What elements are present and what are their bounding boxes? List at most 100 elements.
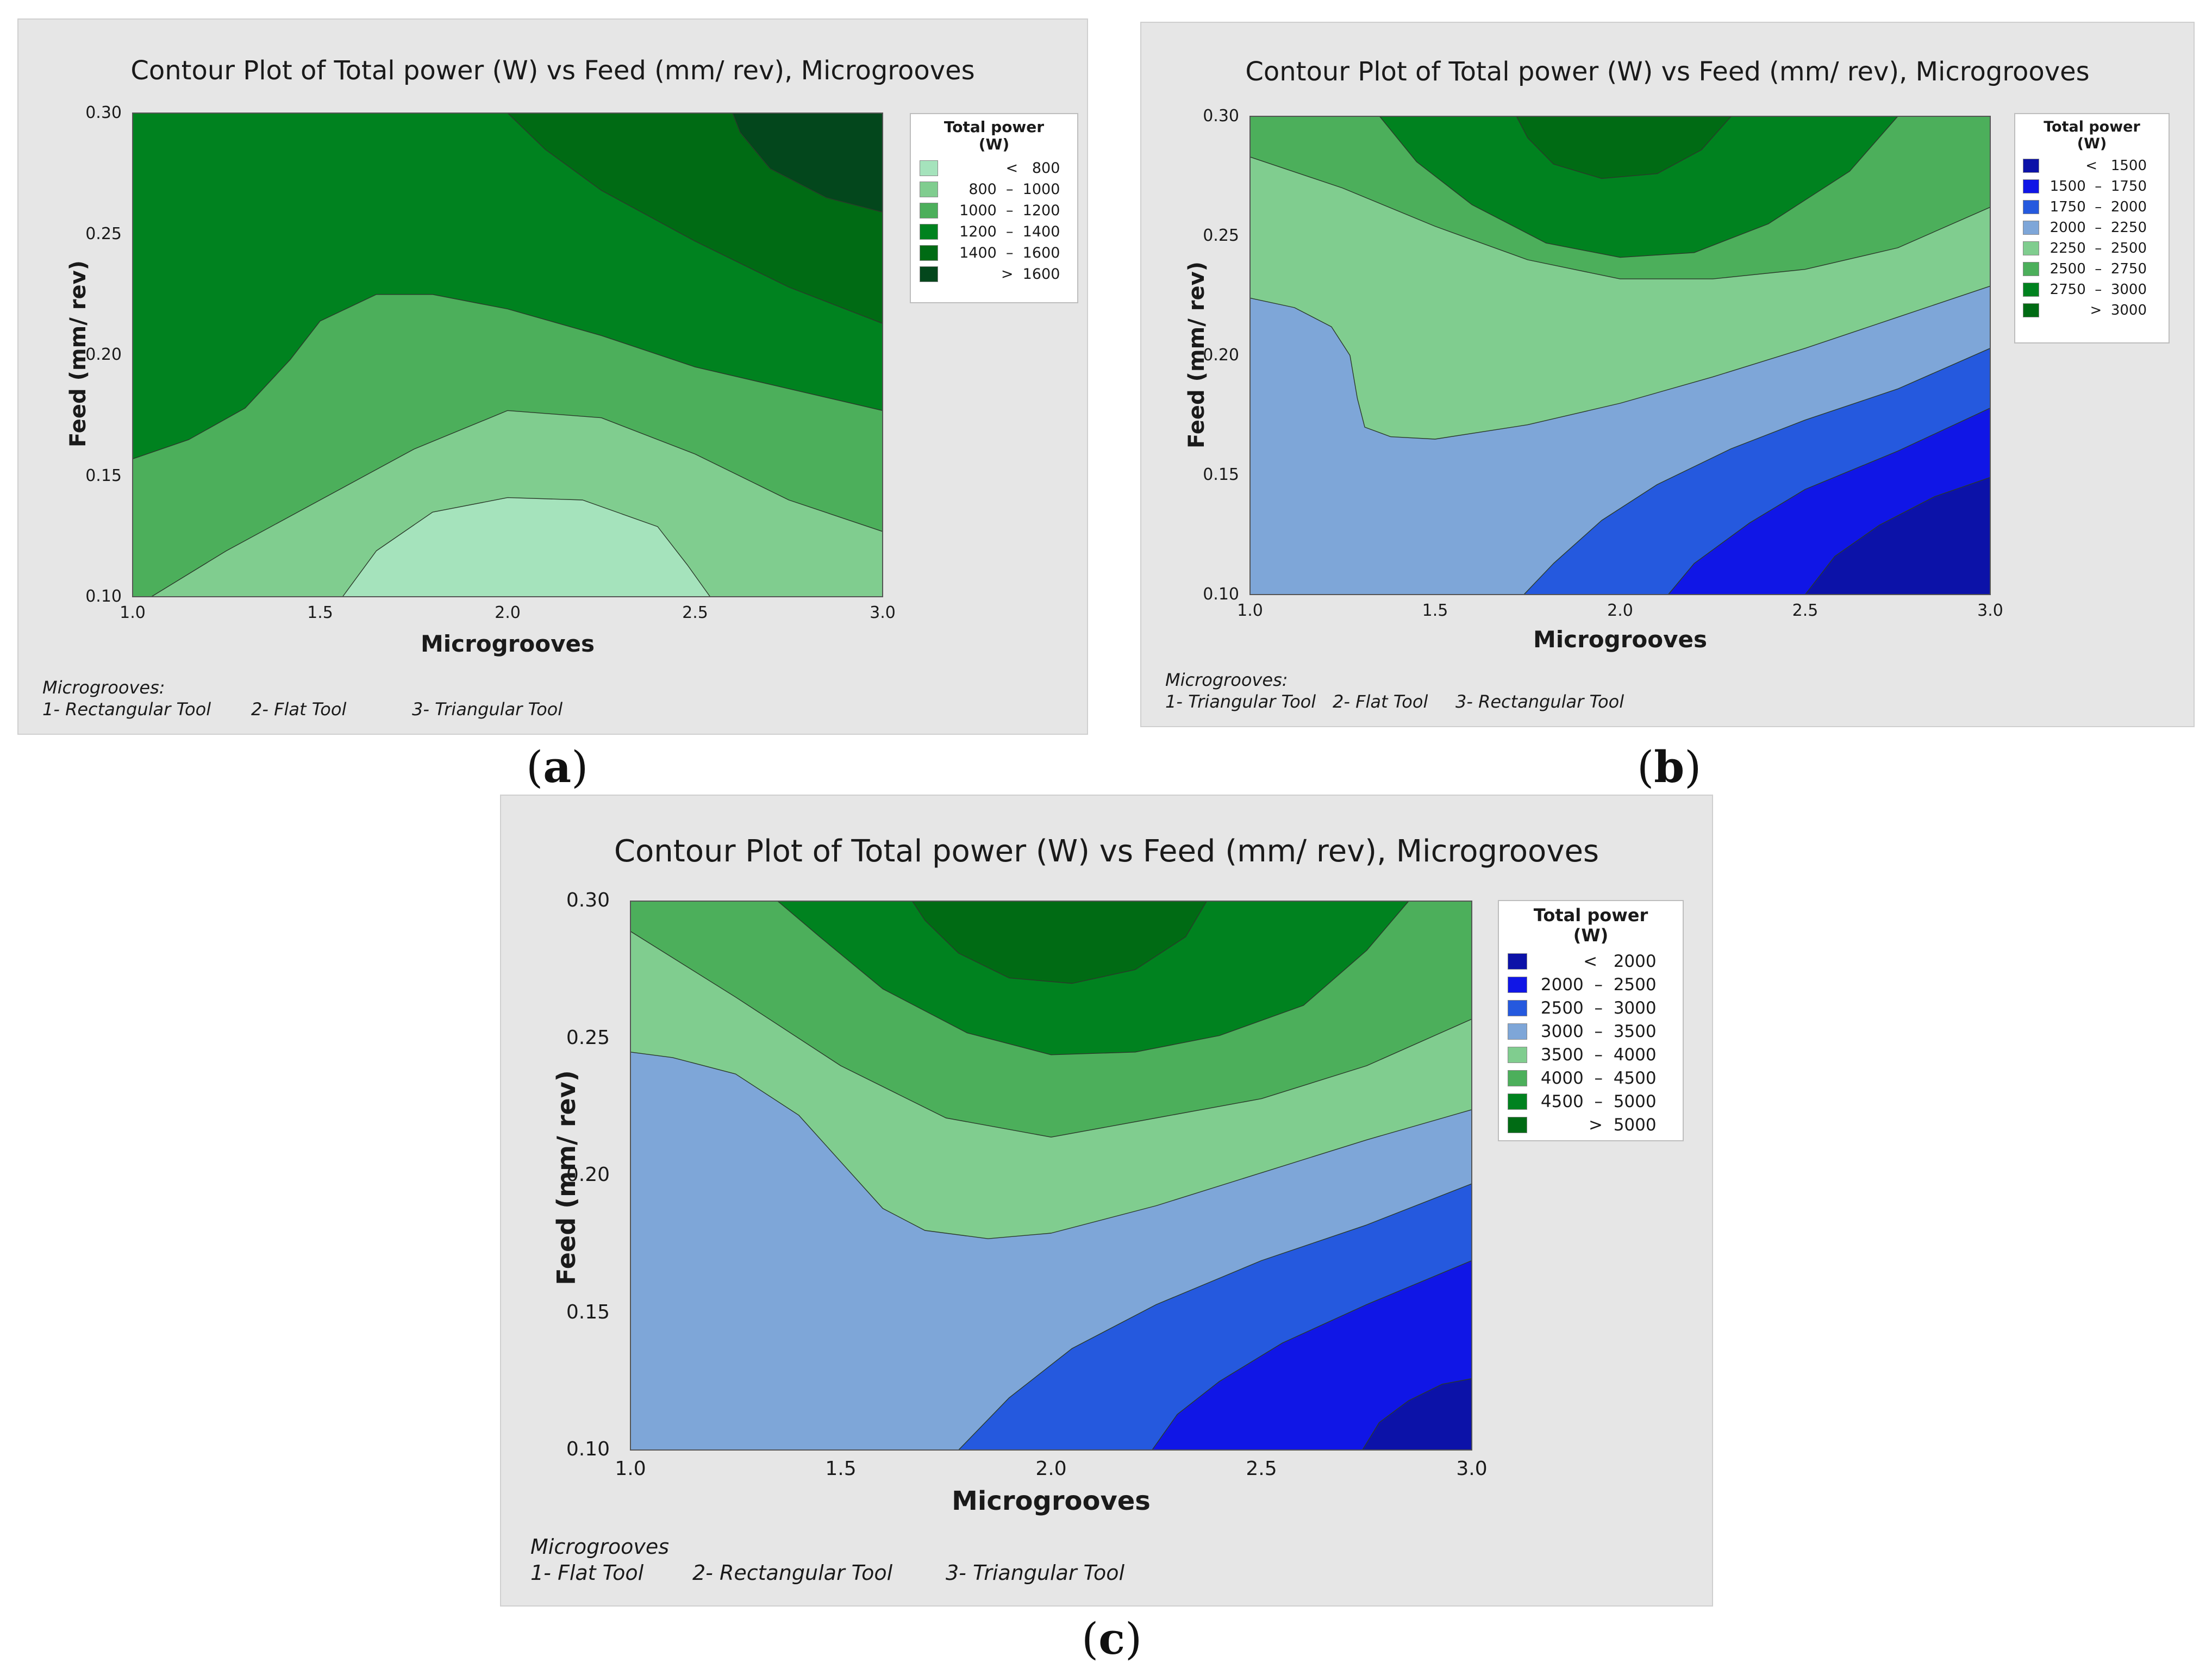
plot-frame <box>132 112 883 597</box>
x-tick-label: 2.0 <box>1035 1458 1067 1480</box>
x-tick-label: 2.0 <box>1607 601 1633 620</box>
x-tick-label: 1.5 <box>825 1458 857 1480</box>
chart-panel-b: Contour Plot of Total power (W) vs Feed … <box>1140 22 2195 727</box>
chart-panel-a: Contour Plot of Total power (W) vs Feed … <box>17 18 1088 735</box>
legend-entry: 2000 – 2500 <box>1508 973 1683 997</box>
x-tick-label: 2.5 <box>1246 1458 1277 1480</box>
legend-title: Total power <box>943 118 1045 136</box>
legend-entry: 1500 – 1750 <box>2023 176 2169 197</box>
caption-label: c <box>1098 1613 1125 1664</box>
y-tick-label: 0.10 <box>566 1438 610 1461</box>
x-tick-label: 3.0 <box>1456 1458 1488 1480</box>
legend-title: Total power <box>2044 118 2140 135</box>
legend-label: 1750 – 2000 <box>2049 199 2147 216</box>
legend-swatch <box>1508 1046 1527 1064</box>
legend-unit: (W) <box>2077 135 2107 153</box>
x-tick-label: 1.0 <box>1237 601 1263 620</box>
legend-swatch <box>920 224 938 240</box>
microgrooves-note-item: 1- Flat Tool <box>530 1561 644 1585</box>
legend-label: < 2000 <box>1583 952 1657 972</box>
legend-entry: 2750 – 3000 <box>2023 279 2169 300</box>
legend-swatch <box>1508 1116 1527 1134</box>
legend-entry: 2250 – 2500 <box>2023 238 2169 259</box>
x-tick-label: 1.0 <box>120 603 146 622</box>
legend-label: 2750 – 3000 <box>2049 282 2147 298</box>
y-tick-label: 0.20 <box>85 345 122 364</box>
microgrooves-note-item: 2- Flat Tool <box>1333 691 1428 712</box>
chart-panel-c: Contour Plot of Total power (W) vs Feed … <box>500 795 1713 1607</box>
x-tick-label: 1.5 <box>1422 601 1448 620</box>
contour-svg <box>630 901 1472 1451</box>
legend-swatch <box>920 160 938 177</box>
y-tick-label: 0.25 <box>566 1026 610 1049</box>
y-tick-label: 0.30 <box>566 889 610 912</box>
y-tick-label: 0.25 <box>1203 226 1239 245</box>
legend-entry: 800 – 1000 <box>920 179 1077 200</box>
caption-a: (a) <box>526 741 589 792</box>
x-tick-label: 1.0 <box>615 1458 646 1480</box>
caption-c: (c) <box>1082 1613 1142 1664</box>
legend-label: 2000 – 2500 <box>1540 975 1657 995</box>
legend-label: > 3000 <box>2090 302 2147 319</box>
legend-entry: 4500 – 5000 <box>1508 1090 1683 1114</box>
legend-entry: 1400 – 1600 <box>920 242 1077 264</box>
legend-label: 1000 – 1200 <box>959 202 1060 220</box>
chart-title: Contour Plot of Total power (W) vs Feed … <box>614 834 1599 869</box>
legend-entry: < 2000 <box>1508 950 1683 973</box>
legend-label: 1200 – 1400 <box>959 223 1060 241</box>
legend-unit: (W) <box>978 135 1010 154</box>
x-axis-label: Microgrooves <box>952 1486 1151 1516</box>
legend-label: 800 – 1000 <box>968 181 1060 198</box>
microgrooves-note-item: 1- Rectangular Tool <box>42 699 211 720</box>
legend-swatch <box>920 245 938 261</box>
y-tick-label: 0.20 <box>566 1164 610 1186</box>
legend-title: Total power <box>1533 905 1648 926</box>
legend-label: 1500 – 1750 <box>2049 178 2147 195</box>
legend: Total power (W) < 2000 2000 – 2500 2500 – … <box>1498 900 1684 1141</box>
y-tick-label: 0.25 <box>85 224 122 243</box>
legend-entry: 2500 – 3000 <box>1508 997 1683 1020</box>
contour-region <box>1516 116 1732 179</box>
x-tick-label: 2.5 <box>682 603 708 622</box>
legend-label: 1400 – 1600 <box>959 245 1060 262</box>
legend-label: > 5000 <box>1589 1115 1657 1135</box>
legend-entry: 2500 – 2750 <box>2023 259 2169 279</box>
chart-title: Contour Plot of Total power (W) vs Feed … <box>1245 57 2090 87</box>
microgrooves-note-item: 2- Rectangular Tool <box>692 1561 893 1585</box>
legend-entry: 4000 – 4500 <box>1508 1067 1683 1090</box>
legend-label: 2250 – 2500 <box>2049 240 2147 257</box>
legend-unit: (W) <box>1573 924 1609 946</box>
legend-label: 2000 – 2250 <box>2049 220 2147 236</box>
legend-swatch <box>1508 1070 1527 1087</box>
legend-label: 2500 – 3000 <box>1540 998 1657 1018</box>
legend-swatch <box>1508 976 1527 993</box>
y-tick-label: 0.15 <box>85 466 122 485</box>
legend-entry: 3000 – 3500 <box>1508 1020 1683 1043</box>
contour-svg <box>1249 116 1991 595</box>
legend-swatch <box>2023 159 2039 173</box>
contour-region <box>1379 116 1898 258</box>
x-tick-label: 3.0 <box>870 603 896 622</box>
microgrooves-note-title: Microgrooves: <box>42 677 165 698</box>
legend-swatch <box>920 203 938 219</box>
legend-swatch <box>1508 999 1527 1017</box>
legend: Total power (W) < 800 800 – 1000 1000 – 12… <box>910 113 1078 303</box>
y-tick-label: 0.30 <box>1203 107 1239 126</box>
y-tick-label: 0.30 <box>85 103 122 122</box>
plot-area <box>132 112 883 597</box>
legend-entry: > 5000 <box>1508 1114 1683 1137</box>
chart-title: Contour Plot of Total power (W) vs Feed … <box>130 55 975 86</box>
legend-label: 2500 – 2750 <box>2049 261 2147 278</box>
contour-region <box>342 497 711 597</box>
legend-entry: 3500 – 4000 <box>1508 1043 1683 1067</box>
legend-swatch <box>1508 953 1527 970</box>
legend-entry: > 1600 <box>920 264 1077 285</box>
plot-area <box>630 901 1472 1451</box>
x-tick-label: 2.0 <box>495 603 521 622</box>
y-tick-label: 0.15 <box>1203 465 1239 484</box>
x-axis-label: Microgrooves <box>420 630 595 657</box>
legend-entry: < 800 <box>920 158 1077 179</box>
legend-entry: 1200 – 1400 <box>920 221 1077 242</box>
x-tick-label: 3.0 <box>1977 601 2003 620</box>
legend-swatch <box>2023 241 2039 255</box>
